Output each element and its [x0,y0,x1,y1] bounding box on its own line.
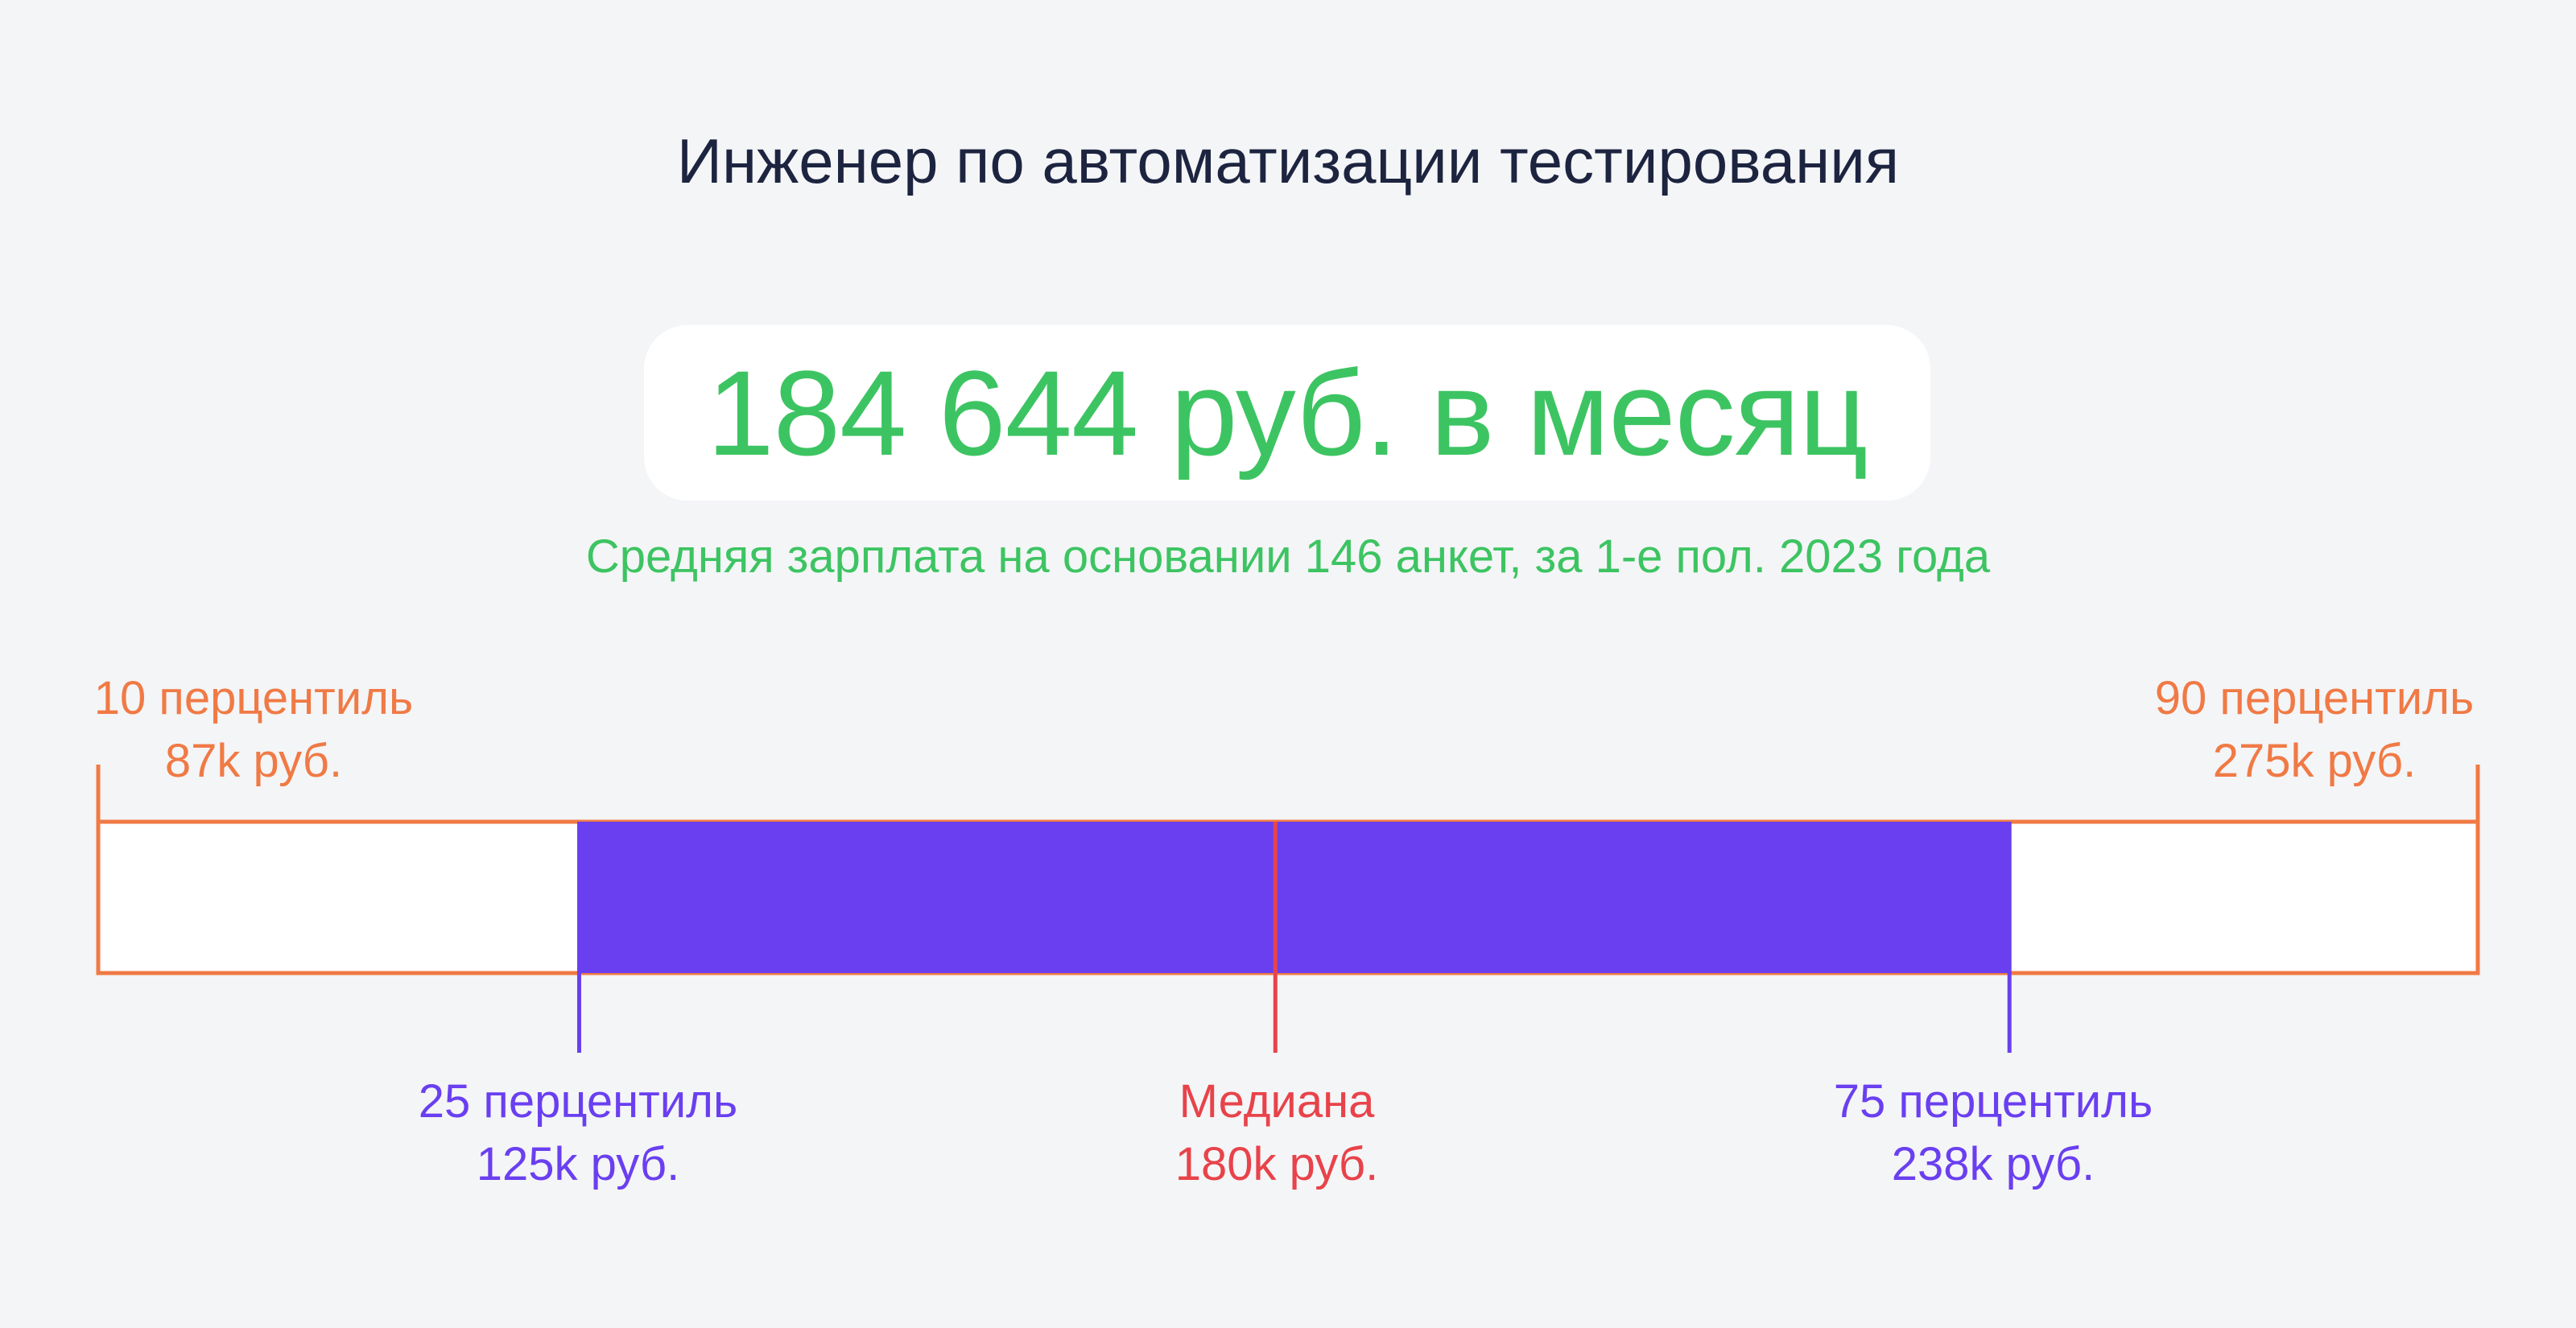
p10-name: 10 перцентиль [93,672,414,724]
p75-label: 75 перцентиль 238k руб. [1752,1070,2235,1196]
p25-label: 25 перцентиль 125k руб. [336,1070,819,1196]
p25-value: 125k руб. [476,1138,680,1190]
median-label: Медиана 180k руб. [1035,1070,1518,1196]
p10-value: 87k руб. [164,735,343,787]
median-name: Медиана [1179,1075,1375,1128]
p25-name: 25 перцентиль [418,1075,738,1128]
p90-value: 275k руб. [2212,735,2417,787]
salary-subtitle: Средняя зарплата на основании 146 анкет,… [585,530,1991,583]
median-value: 180k руб. [1174,1138,1379,1190]
p75-value: 238k руб. [1891,1138,2095,1190]
p90-name: 90 перцентиль [2154,672,2475,724]
p90-label: 90 перцентиль 275k руб. [2073,667,2556,793]
salary-pill: 184 644 руб. в месяц [644,325,1930,501]
page-title: Инженер по автоматизации тестирования [676,126,1900,196]
p75-name: 75 перцентиль [1833,1075,2153,1128]
p10-label: 10 перцентиль 87k руб. [12,667,495,793]
salary-value: 184 644 руб. в месяц [707,344,1868,480]
interquartile-range-bar [579,822,2010,973]
